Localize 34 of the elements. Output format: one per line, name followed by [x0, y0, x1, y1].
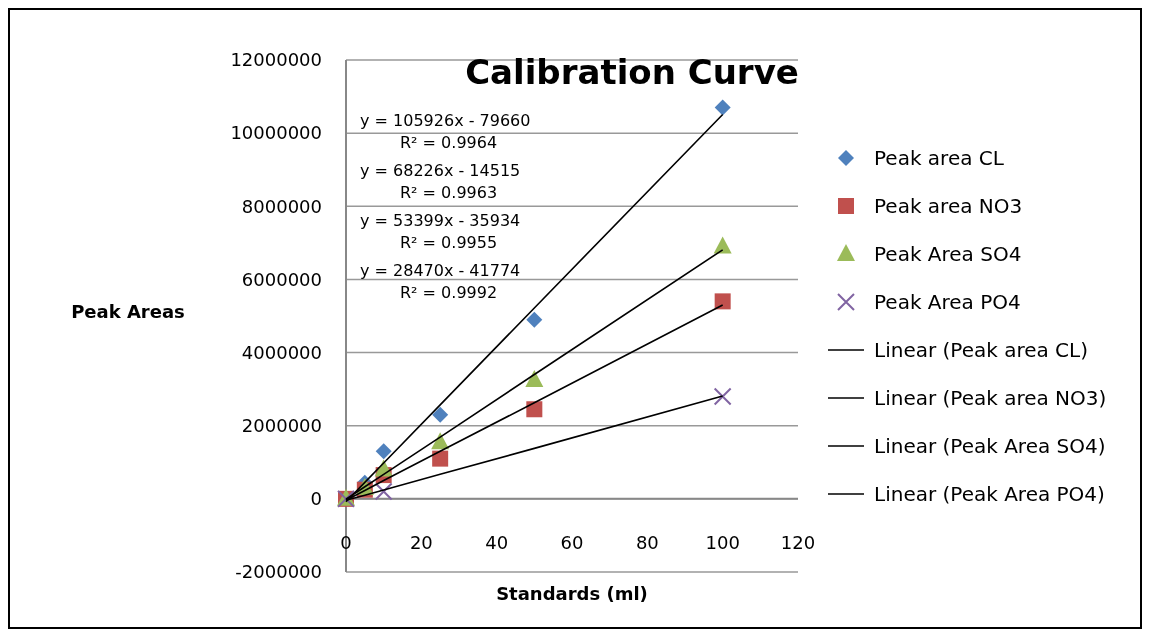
y-tick-label: 10000000	[230, 122, 322, 144]
annotation: y = 105926x - 79660	[360, 110, 531, 130]
x-axis-title: Standards (ml)	[496, 583, 648, 604]
annotation: y = 68226x - 14515	[360, 160, 521, 180]
y-axis-title: Peak Areas	[71, 301, 185, 322]
annotation: R² = 0.9963	[400, 182, 498, 202]
y-tick-label: 0	[310, 488, 322, 510]
x-tick-label: 100	[705, 531, 740, 553]
y-tick-label: 4000000	[241, 341, 322, 363]
annotation: R² = 0.9964	[400, 132, 498, 152]
annotation: y = 28470x - 41774	[360, 260, 521, 280]
legend-label: Peak area CL	[874, 146, 1005, 170]
y-tick-label: 8000000	[241, 195, 322, 217]
y-tick-label: 2000000	[241, 415, 322, 437]
x-tick-label: 120	[780, 531, 816, 553]
y-tick-label: 6000000	[241, 268, 322, 290]
legend-label: Peak area NO3	[874, 194, 1023, 218]
annotation: R² = 0.9955	[400, 232, 498, 252]
annotation: y = 53399x - 35934	[360, 210, 521, 230]
legend-label: Linear (Peak area NO3)	[874, 386, 1107, 410]
x-tick-label: 0	[340, 531, 352, 553]
legend-label: Peak Area PO4	[874, 290, 1021, 314]
legend-label: Linear (Peak Area PO4)	[874, 482, 1105, 506]
chart-title: Calibration Curve	[465, 52, 799, 92]
x-tick-label: 80	[635, 531, 659, 553]
x-tick-label: 60	[560, 531, 584, 553]
annotation: R² = 0.9992	[400, 282, 498, 302]
y-tick-label: 12000000	[230, 49, 322, 71]
legend-label: Linear (Peak Area SO4)	[874, 434, 1106, 458]
y-tick-label: -2000000	[235, 561, 322, 583]
legend-label: Linear (Peak area CL)	[874, 338, 1089, 362]
x-tick-label: 20	[409, 531, 433, 553]
x-tick-label: 40	[485, 531, 509, 553]
legend-label: Peak Area SO4	[874, 242, 1022, 266]
